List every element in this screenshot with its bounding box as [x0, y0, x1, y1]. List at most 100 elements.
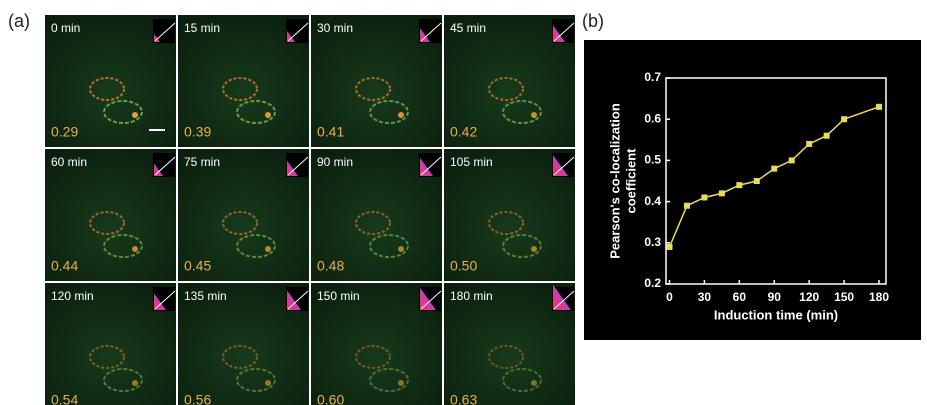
image-tile: 60 min 0.44	[45, 149, 176, 281]
cell	[89, 77, 125, 101]
cell-spot	[398, 112, 404, 118]
coefficient-label: 0.45	[184, 258, 211, 274]
chart-background	[584, 40, 921, 340]
data-point	[666, 243, 673, 250]
inset-fit	[420, 156, 442, 176]
cell	[502, 100, 542, 124]
image-tile: 0 min 0.29	[45, 15, 176, 147]
coefficient-label: 0.42	[450, 124, 477, 140]
inset-scatter	[154, 293, 166, 310]
data-point	[823, 132, 830, 139]
data-point	[753, 178, 760, 184]
x-tick-label: 180	[869, 290, 889, 304]
cell-spot	[398, 246, 404, 252]
cell	[488, 211, 524, 235]
cell	[89, 345, 125, 369]
cell	[236, 368, 276, 392]
data-point	[683, 202, 690, 209]
cell	[89, 211, 125, 235]
cell	[369, 234, 409, 258]
inset-fit	[553, 22, 575, 42]
inset-scatter	[287, 30, 295, 42]
time-label: 45 min	[450, 21, 486, 35]
y-tick-label: 0.6	[644, 111, 661, 125]
image-tile: 105 min 0.50	[444, 149, 575, 281]
cell-spot	[132, 112, 138, 118]
cell	[103, 234, 143, 258]
inset-fit	[420, 22, 442, 42]
data-point	[736, 182, 743, 189]
y-axis-title: coefficient	[623, 148, 638, 214]
cell-spot	[265, 380, 271, 386]
inset-fit	[154, 290, 176, 310]
time-label: 15 min	[184, 21, 220, 35]
inset-fit	[420, 290, 442, 310]
cell	[222, 77, 258, 101]
cell	[222, 345, 258, 369]
coefficient-label: 0.54	[51, 392, 78, 405]
image-grid: 0 min 0.29 15 min 0.39 30 min 0.41 45 min 0.42 6…	[45, 15, 575, 405]
inset-plot	[153, 19, 175, 43]
inset-fit	[553, 290, 575, 310]
data-point	[806, 140, 813, 147]
time-label: 90 min	[317, 155, 353, 169]
cell-spot	[531, 380, 537, 386]
inset-fit	[287, 290, 309, 310]
image-tile: 180 min 0.63	[444, 283, 575, 405]
data-point	[718, 190, 725, 197]
image-tile: 90 min 0.48	[311, 149, 442, 281]
time-label: 105 min	[450, 155, 493, 169]
coefficient-label: 0.39	[184, 124, 211, 140]
image-tile: 30 min 0.41	[311, 15, 442, 147]
cell	[355, 345, 391, 369]
coefficient-label: 0.50	[450, 258, 477, 274]
panel-label: (a)	[8, 11, 30, 31]
cell	[369, 368, 409, 392]
data-point	[788, 157, 795, 164]
cell	[236, 100, 276, 124]
data-point	[701, 194, 708, 201]
inset-scatter	[287, 290, 301, 310]
inset-plot	[286, 19, 308, 43]
inset-scatter	[553, 25, 565, 42]
inset-fit	[287, 156, 309, 176]
cell	[103, 100, 143, 124]
chart: 0.2 0.3 0.4 0.5 0.6 0.7 0 30 60 90 120 150 180 Induct…	[607, 70, 889, 322]
inset-scatter	[420, 157, 433, 176]
cell	[355, 77, 391, 101]
image-tile: 75 min 0.45	[178, 149, 309, 281]
coefficient-label: 0.56	[184, 392, 211, 405]
inset-fit	[154, 156, 176, 176]
cell-spot	[265, 112, 271, 118]
cell-spot	[265, 246, 271, 252]
coefficient-label: 0.41	[317, 124, 344, 140]
x-tick-label: 0	[666, 290, 673, 304]
coefficient-label: 0.60	[317, 392, 344, 405]
inset-fit	[287, 22, 309, 42]
cell	[355, 211, 391, 235]
time-label: 0 min	[51, 21, 80, 35]
cell-spot	[132, 246, 138, 252]
x-tick-label: 60	[733, 290, 747, 304]
time-label: 135 min	[184, 289, 227, 303]
y-tick-label: 0.3	[644, 235, 661, 249]
cell	[369, 100, 409, 124]
x-tick-label: 30	[698, 290, 712, 304]
time-label: 120 min	[51, 289, 94, 303]
inset-scatter	[154, 163, 163, 176]
y-tick-label: 0.4	[644, 194, 661, 208]
time-label: 75 min	[184, 155, 220, 169]
plot-frame	[665, 77, 887, 285]
cell-spot	[132, 380, 138, 386]
time-label: 150 min	[317, 289, 360, 303]
image-tile: 150 min 0.60	[311, 283, 442, 405]
data-point	[841, 116, 848, 123]
x-tick-label: 120	[799, 290, 819, 304]
image-tile: 135 min 0.56	[178, 283, 309, 405]
coefficient-label: 0.29	[51, 124, 78, 140]
data-point	[771, 165, 778, 172]
inset-scatter	[420, 287, 436, 310]
image-tile: 15 min 0.39	[178, 15, 309, 147]
inset-scatter	[287, 160, 298, 176]
